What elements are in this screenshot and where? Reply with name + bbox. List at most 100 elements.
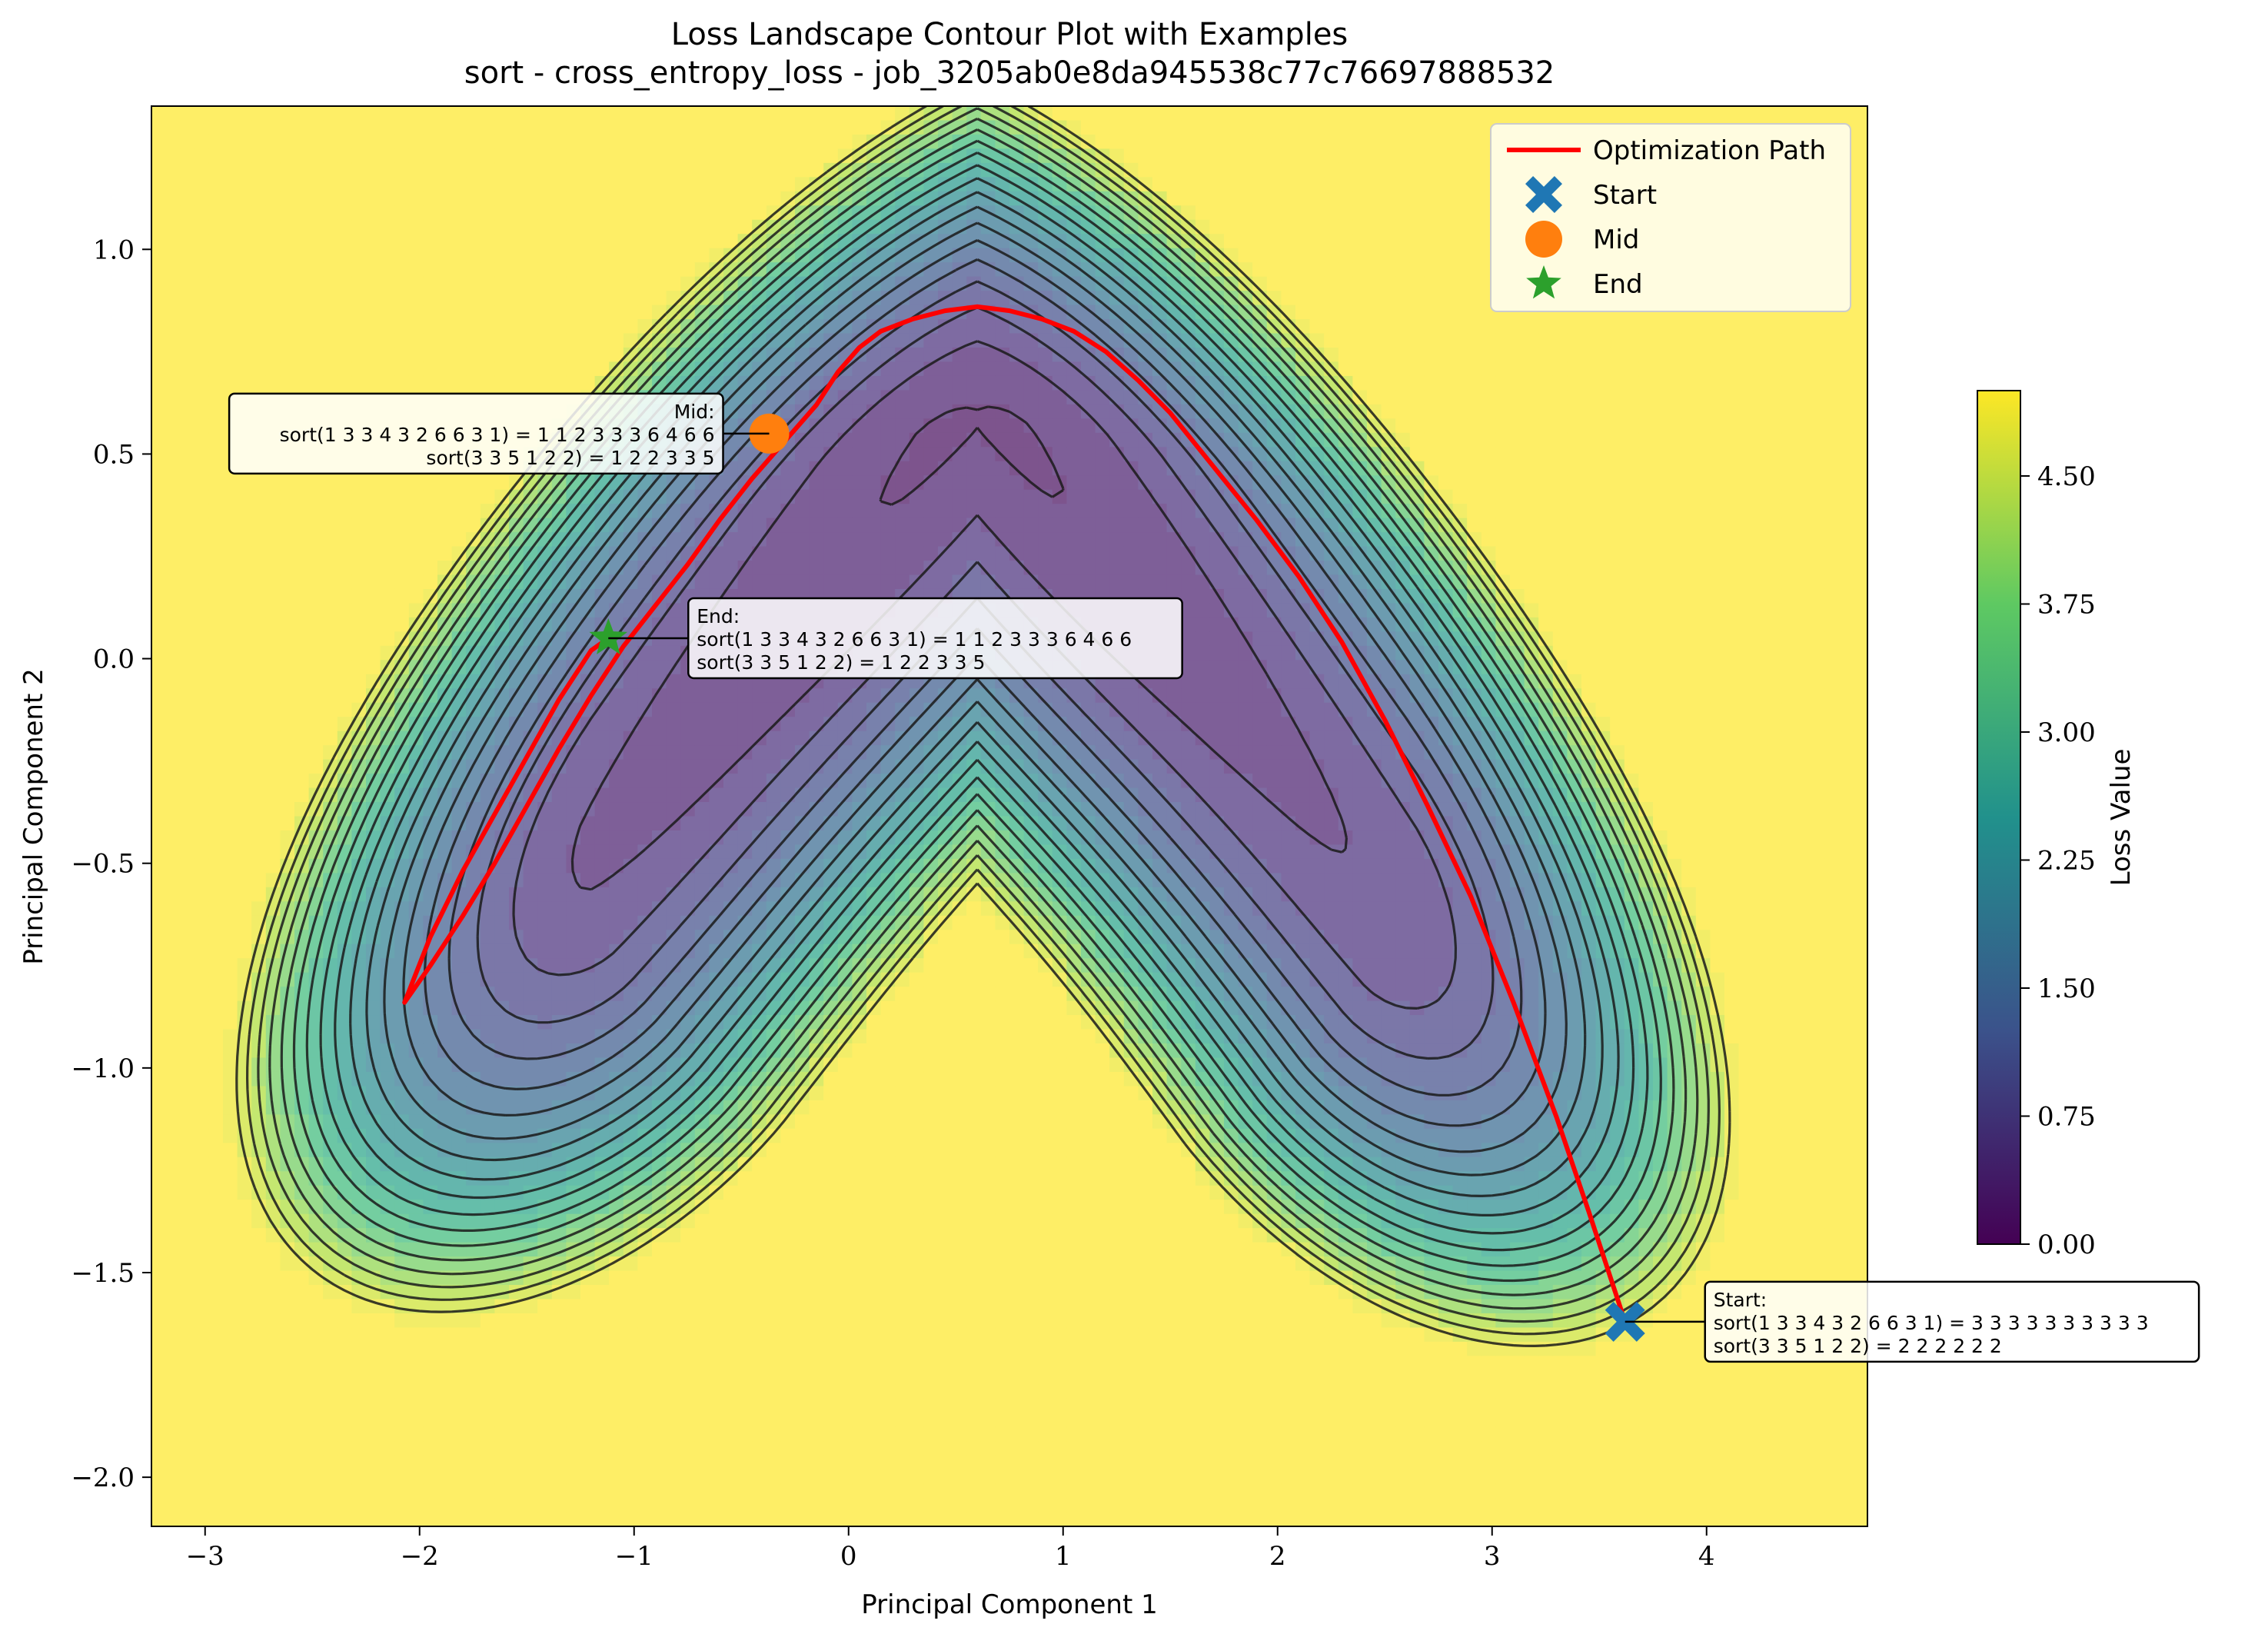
contour-cell <box>494 276 510 291</box>
contour-cell <box>795 1285 810 1300</box>
contour-fills <box>151 106 1867 1526</box>
contour-cell <box>208 191 224 206</box>
contour-cell <box>208 319 224 334</box>
contour-cell <box>265 305 281 320</box>
contour-cell <box>480 915 495 930</box>
contour-cell <box>280 1242 295 1257</box>
contour-cell <box>394 532 410 547</box>
contour-cell <box>366 291 381 306</box>
contour-cell <box>737 219 753 235</box>
contour-cell <box>380 1185 395 1200</box>
contour-cell <box>537 1029 553 1044</box>
contour-cell <box>294 262 310 278</box>
contour-cell <box>237 915 252 930</box>
contour-cell <box>451 1213 467 1229</box>
contour-cell <box>423 517 438 533</box>
contour-cell <box>609 276 624 291</box>
contour-cell <box>837 1356 853 1371</box>
contour-cell <box>680 106 696 121</box>
contour-cell <box>594 1512 610 1526</box>
contour-cell <box>466 375 481 391</box>
contour-cell <box>180 248 195 263</box>
contour-cell <box>151 958 167 973</box>
contour-cell <box>237 873 252 888</box>
contour-cell <box>423 1413 438 1428</box>
contour-cell <box>580 248 596 263</box>
contour-cell <box>423 1100 438 1115</box>
contour-cell <box>251 1356 267 1371</box>
contour-cell <box>537 319 553 334</box>
contour-cell <box>380 1413 395 1428</box>
contour-cell <box>637 248 653 263</box>
contour-cell <box>580 1313 596 1329</box>
contour-cell <box>237 1313 252 1329</box>
contour-cell <box>180 319 195 334</box>
contour-cell <box>537 1384 553 1399</box>
contour-cell <box>323 1185 338 1200</box>
contour-cell <box>837 404 853 419</box>
contour-cell <box>194 802 209 817</box>
contour-cell <box>652 191 667 206</box>
contour-cell <box>380 234 395 249</box>
contour-cell <box>223 517 238 533</box>
contour-cell <box>780 1299 796 1314</box>
contour-cell <box>294 106 310 121</box>
contour-cell <box>308 1426 324 1442</box>
contour-cell <box>509 1143 524 1158</box>
contour-cell <box>766 730 781 746</box>
contour-cell <box>566 1369 581 1385</box>
contour-cell <box>766 1469 781 1485</box>
contour-cell <box>737 688 753 704</box>
contour-cell <box>180 958 195 973</box>
contour-cell <box>752 191 767 206</box>
contour-cell <box>537 1398 553 1413</box>
contour-cell <box>223 1228 238 1243</box>
contour-cell <box>194 561 209 576</box>
contour-cell <box>308 1000 324 1016</box>
contour-cell <box>194 1384 209 1399</box>
contour-cell <box>494 1498 510 1513</box>
contour-cell <box>194 1498 209 1513</box>
contour-cell <box>351 134 367 150</box>
contour-cell <box>223 787 238 803</box>
contour-cell <box>623 816 638 831</box>
contour-cell <box>151 319 167 334</box>
contour-cell <box>852 1071 867 1087</box>
contour-cell <box>408 546 424 561</box>
contour-cell <box>408 361 424 377</box>
contour-cell <box>551 361 567 377</box>
contour-cell <box>537 930 553 945</box>
contour-cell <box>223 489 238 504</box>
contour-cell <box>723 688 739 704</box>
contour-cell <box>223 1341 238 1356</box>
contour-cell <box>551 873 567 888</box>
contour-cell <box>423 1384 438 1399</box>
contour-cell <box>308 375 324 391</box>
contour-cell <box>308 674 324 689</box>
contour-cell <box>337 1441 352 1456</box>
contour-cell <box>351 1469 367 1485</box>
contour-cell <box>652 717 667 732</box>
contour-cell <box>323 1384 338 1399</box>
contour-cell <box>180 191 195 206</box>
contour-cell <box>294 1369 310 1385</box>
contour-cell <box>223 745 238 760</box>
contour-cell <box>423 1242 438 1257</box>
contour-cell <box>780 1384 796 1399</box>
contour-cell <box>652 1469 667 1485</box>
contour-cell <box>380 276 395 291</box>
contour-cell <box>280 1441 295 1456</box>
contour-cell <box>466 276 481 291</box>
contour-cell <box>852 390 867 405</box>
contour-cell <box>337 248 352 263</box>
contour-cell <box>280 774 295 789</box>
contour-cell <box>380 517 395 533</box>
contour-cell <box>780 1426 796 1442</box>
contour-cell <box>423 305 438 320</box>
contour-cell <box>208 588 224 604</box>
contour-cell <box>194 1029 209 1044</box>
contour-cell <box>151 1128 167 1143</box>
contour-cell <box>194 177 209 192</box>
contour-cell <box>194 1426 209 1442</box>
contour-cell <box>208 361 224 377</box>
